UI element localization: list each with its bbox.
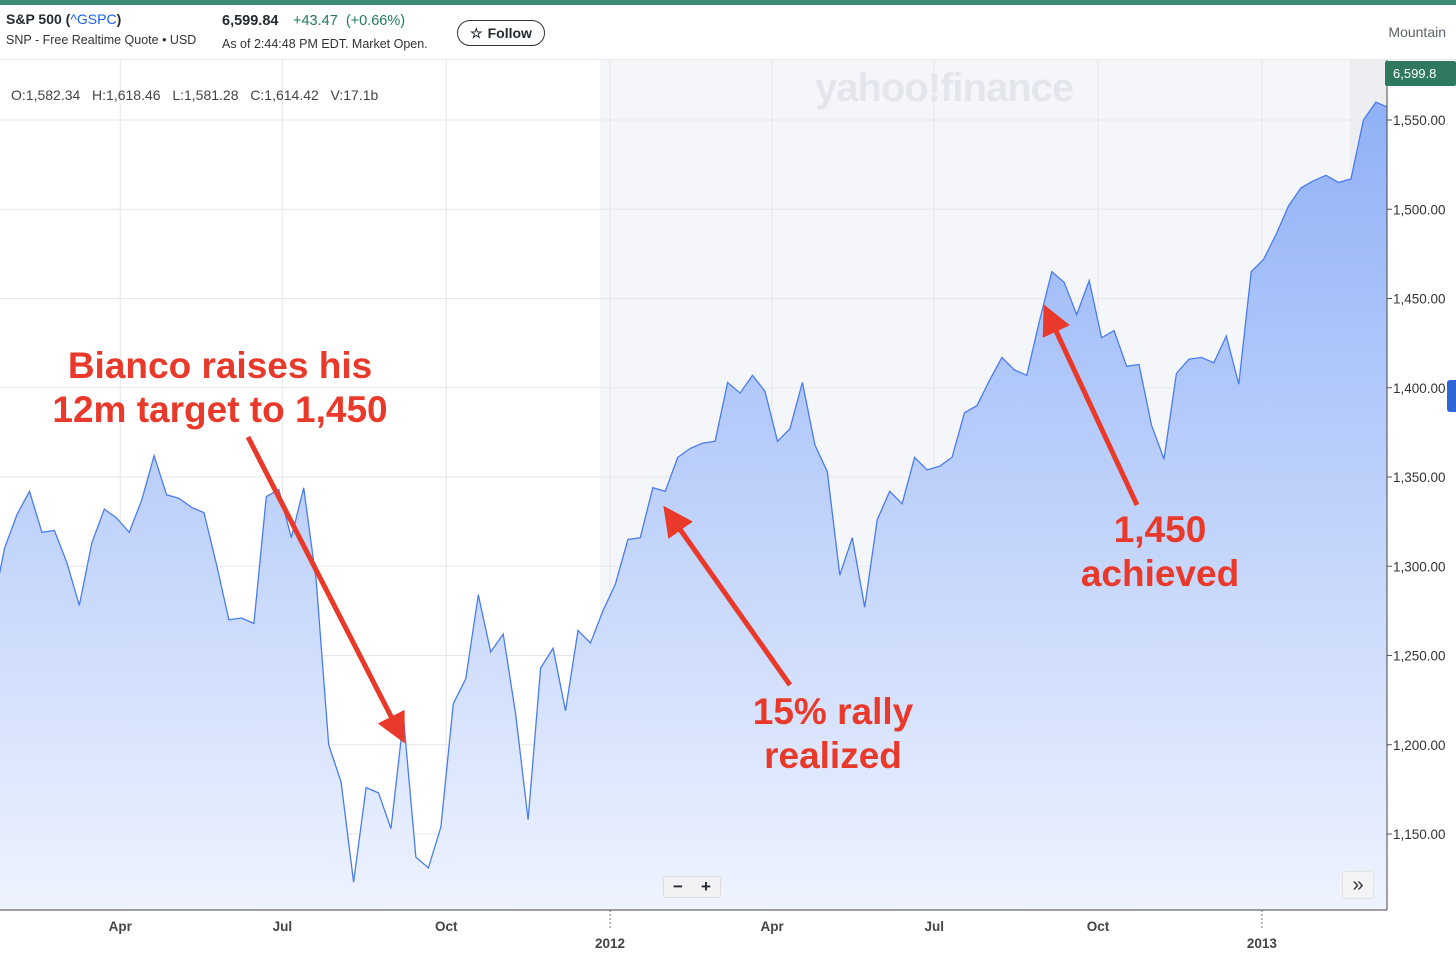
change-value: +43.47 — [293, 13, 338, 29]
x-tick-label: Oct — [1087, 919, 1110, 934]
y-tick-label: 1,200.00 — [1393, 738, 1446, 753]
x-tick-label: Apr — [109, 919, 133, 934]
annotation-bianco: Bianco raises his 12m target to 1,450 — [52, 345, 388, 430]
timezone-select[interactable]: Mountain — [1388, 24, 1446, 40]
follow-button[interactable]: ☆ Follow — [457, 20, 545, 46]
ohlc-readout: O:1,582.34 H:1,618.46 L:1,581.28 C:1,614… — [11, 87, 379, 103]
zoom-in-button[interactable]: + — [701, 877, 711, 896]
x-tick-label: 2012 — [595, 936, 625, 951]
x-tick-label: 2013 — [1247, 936, 1278, 951]
quote-subtitle: SNP - Free Realtime Quote • USD — [6, 33, 197, 47]
annotation-rally: 15% rally realized — [752, 691, 914, 776]
paren: ) — [116, 11, 122, 27]
top-accent-bar — [0, 0, 1456, 5]
as-of-time: As of 2:44:48 PM EDT. Market Open. — [222, 37, 428, 51]
annotation-achieved: 1,450 achieved — [1080, 509, 1240, 594]
star-outline-icon: ☆ — [470, 24, 483, 41]
y-tick-label: 1,450.00 — [1393, 292, 1446, 307]
y-tick-label: 1,150.00 — [1393, 827, 1446, 842]
jump-to-end-button[interactable]: » — [1342, 871, 1374, 899]
annotation-arrow-0 — [245, 435, 405, 744]
x-tick-label: Jul — [924, 919, 944, 934]
quote-name: S&P 500 (^GSPC) — [6, 11, 121, 27]
y-tick-label: 1,350.00 — [1393, 470, 1446, 485]
series-group — [0, 101, 1387, 910]
price-change: +43.47 (+0.66%) — [293, 13, 405, 29]
zoom-out-button[interactable]: − — [673, 877, 683, 896]
y-tick-label: 1,400.00 — [1393, 381, 1446, 396]
y-tick-label: 1,300.00 — [1393, 559, 1446, 574]
x-tick-label: Oct — [435, 919, 458, 934]
current-price: 6,599.84 — [222, 13, 279, 29]
side-panel-toggle[interactable] — [1447, 380, 1456, 412]
zoom-controls: − + — [663, 876, 721, 898]
price-line — [0, 101, 1387, 883]
price-area — [0, 102, 1387, 910]
ticker-link[interactable]: ^GSPC — [70, 11, 117, 27]
yahoo-finance-watermark: yahoo!finance — [815, 66, 1074, 110]
change-percent: (+0.66%) — [345, 13, 406, 29]
x-tick-label: Apr — [761, 919, 785, 934]
y-tick-label: 1,550.00 — [1393, 113, 1446, 128]
y-tick-label: 1,250.00 — [1393, 649, 1446, 664]
annotation-arrow-1 — [663, 505, 793, 687]
last-price-tag: 6,599.8 — [1385, 61, 1456, 86]
y-tick-label: 1,500.00 — [1393, 202, 1446, 217]
annotation-arrow-2 — [1042, 304, 1140, 507]
quote-header: S&P 500 (^GSPC) SNP - Free Realtime Quot… — [0, 5, 1456, 60]
x-tick-label: Jul — [273, 919, 293, 934]
index-name: S&P 500 ( — [6, 11, 71, 27]
follow-label: Follow — [487, 25, 532, 41]
